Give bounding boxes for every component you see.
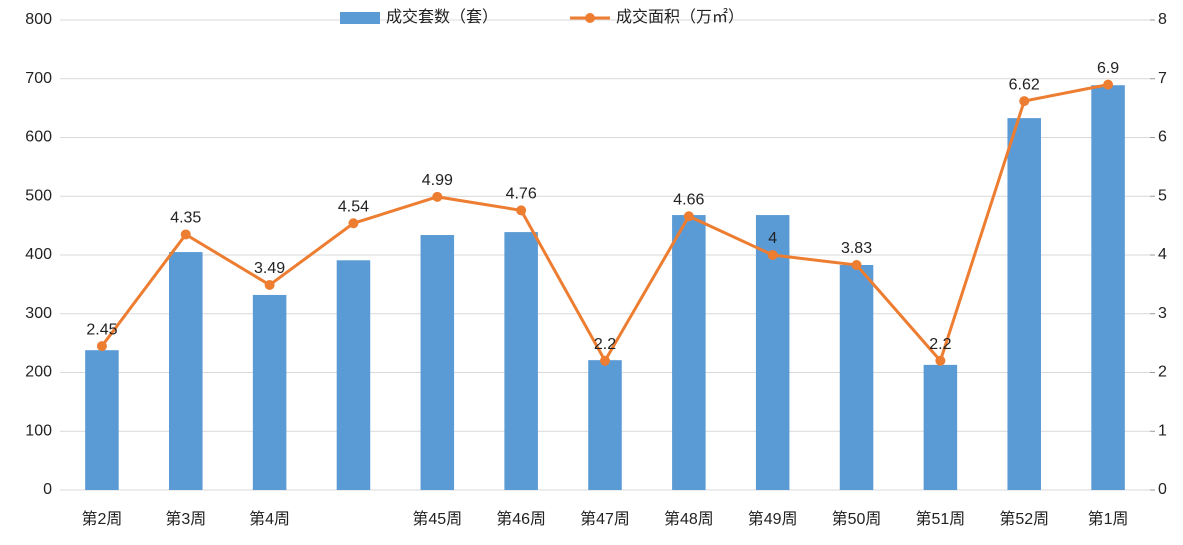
x-tick-label: 第2周 [81,510,122,528]
data-label: 3.83 [841,240,872,257]
y-tick-label: 200 [25,364,52,381]
data-label: 4.54 [338,198,369,215]
line-point [600,355,610,366]
bar [336,260,371,490]
line-point [683,211,694,222]
line-point [1019,96,1030,107]
y-tick-label: 600 [25,129,52,146]
bar [839,264,874,490]
x-tick-label: 第49周 [748,510,798,528]
x-tick-label: 第48周 [664,510,714,528]
bar [85,350,119,490]
data-label: 4.35 [170,210,201,227]
line-point [264,279,275,290]
bar [169,252,203,490]
x-tick-label: 第3周 [165,510,206,528]
x-tick-label: 第47周 [580,510,630,528]
y2-tick-label: 1 [1158,422,1167,439]
bar [1091,85,1125,491]
data-label: 4 [768,230,777,247]
data-label: 4.76 [506,186,537,203]
line-point [432,191,443,202]
line [100,83,1109,364]
y2-tick-label: 7 [1158,70,1167,87]
y-tick-label: 300 [25,305,52,322]
y2-tick-label: 5 [1158,187,1167,204]
bar [252,294,287,490]
data-label: 6.9 [1097,60,1119,77]
legend-label: 成交套数（套） [386,8,498,26]
bar [588,360,622,490]
data-label: 2.2 [929,336,951,353]
y2-tick-label: 6 [1158,129,1167,146]
y-tick-label: 0 [43,481,52,498]
line-point [1103,79,1114,90]
data-label: 4.66 [673,191,704,208]
bar [755,215,790,491]
y2-tick-label: 4 [1158,246,1167,263]
data-label: 2.2 [594,336,616,353]
y2-tick-label: 3 [1158,305,1167,322]
line-point [348,218,359,229]
x-tick-label: 第46周 [496,510,546,528]
y-tick-label: 500 [25,187,52,204]
data-label: 3.49 [254,260,285,277]
x-tick-label: 第52周 [999,510,1049,528]
y2-tick-label: 0 [1158,481,1167,498]
y-tick-label: 800 [25,11,52,28]
data-label: 4.99 [422,172,453,189]
x-tick-label: 第4周 [249,510,290,528]
line-point [935,355,946,366]
y-tick-label: 100 [25,422,52,439]
x-tick-label: 第50周 [832,510,882,528]
legend-swatch [340,12,380,24]
line-point [851,259,862,270]
y-tick-label: 700 [25,70,52,87]
line-point [767,250,778,260]
line-point [516,205,527,216]
bar [504,232,538,490]
x-tick-label: 第1周 [1088,510,1129,528]
legend-label: 成交面积（万㎡） [616,8,744,26]
legend-swatch [585,13,595,23]
bar [672,215,706,491]
y2-tick-label: 8 [1158,11,1167,28]
line-point [180,229,191,240]
bar [420,235,455,490]
x-tick-label: 第45周 [412,510,462,528]
x-tick-label: 第51周 [915,510,965,528]
y2-tick-label: 2 [1158,364,1167,381]
y-tick-label: 400 [25,246,52,263]
line-point [96,341,107,352]
bar [923,364,958,490]
bar [1007,118,1041,491]
data-label: 6.62 [1009,76,1040,93]
data-label: 2.45 [86,321,117,338]
